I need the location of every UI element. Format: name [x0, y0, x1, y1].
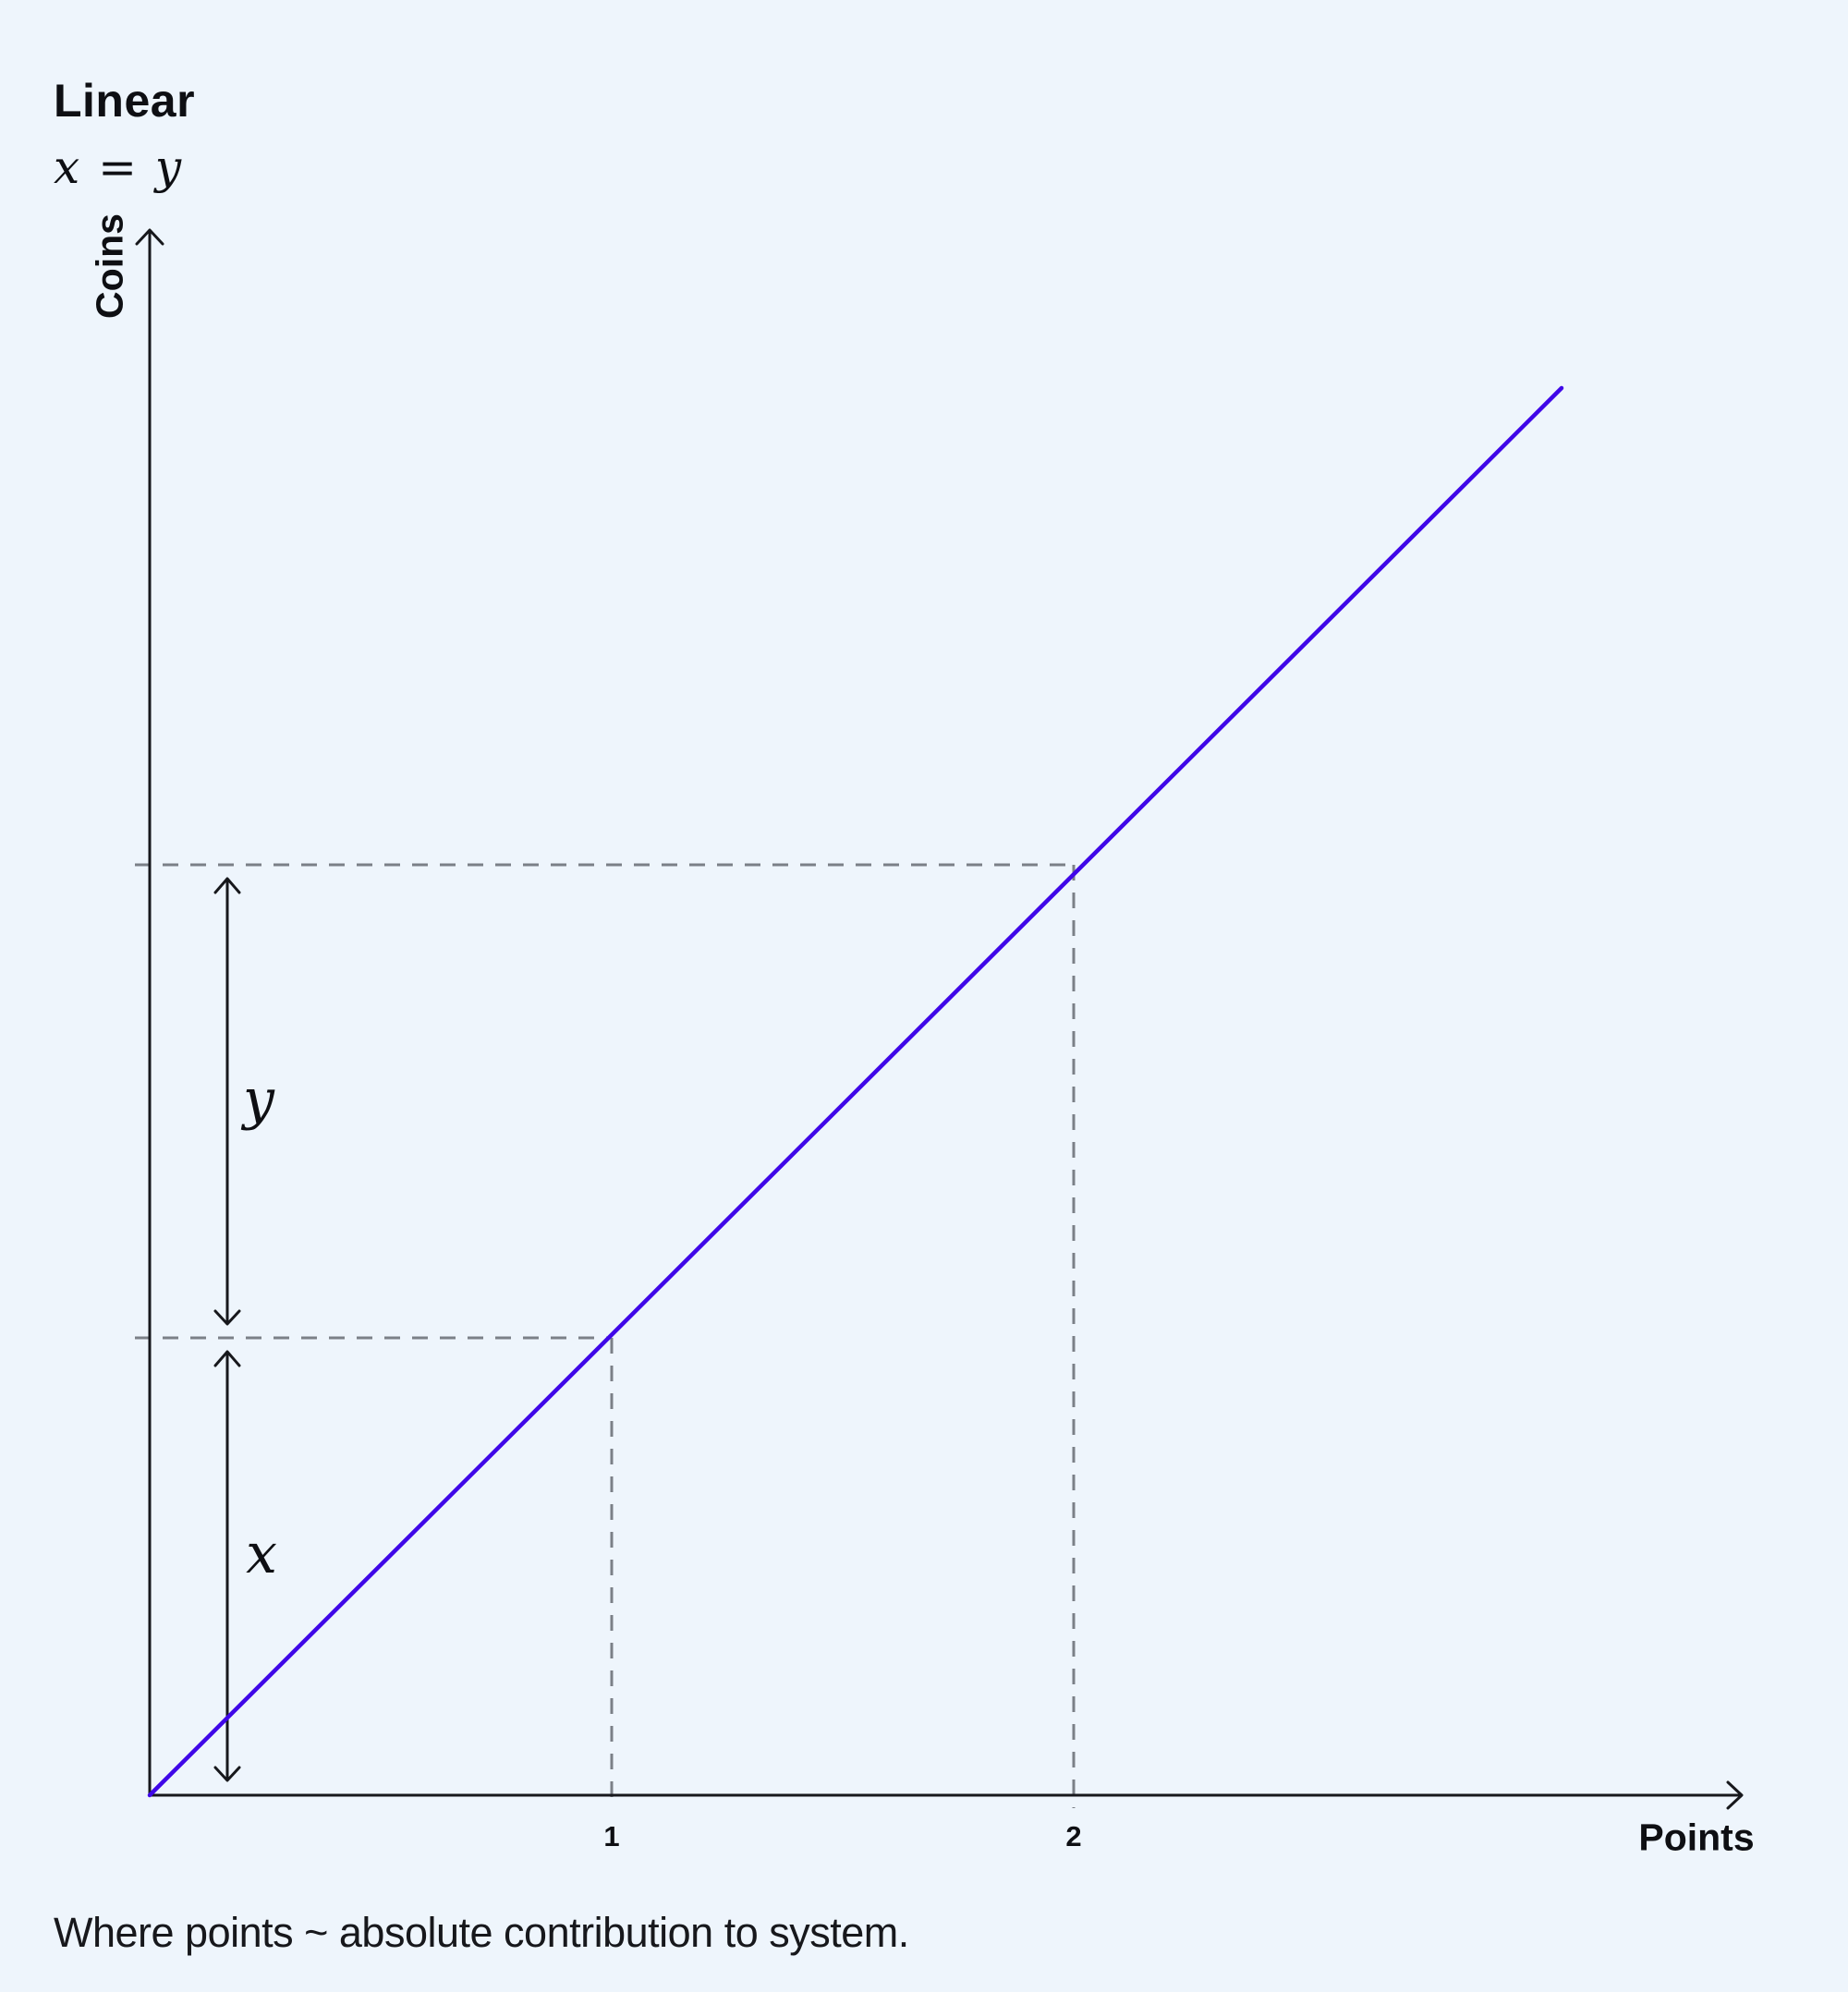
x-gap-arrow-bottom-head-icon — [213, 1766, 241, 1782]
dashed-guides — [135, 863, 1076, 1808]
y-axis-label: Coins — [88, 213, 131, 319]
page-title: Linear — [54, 75, 196, 127]
measure-arrows — [213, 877, 241, 1782]
y-axis-arrowhead-icon — [135, 228, 164, 246]
x-axis-arrowhead-icon — [1726, 1780, 1744, 1810]
axes — [135, 228, 1744, 1810]
x-gap-label: x — [246, 1522, 277, 1586]
x-gap-arrow-top-head-icon — [213, 1350, 241, 1367]
y-gap-arrow-top-head-icon — [213, 877, 241, 894]
y-gap-arrow-bottom-head-icon — [213, 1309, 241, 1326]
equation-subtitle: x = y — [54, 140, 184, 194]
footnote: Where points ~ absolute contribution to … — [54, 1909, 909, 1956]
function-line — [147, 385, 1564, 1798]
x-axis-label: Points — [1638, 1816, 1755, 1859]
x-tick-1: 1 — [603, 1820, 620, 1852]
y-gap-label: y — [243, 1067, 274, 1132]
x-tick-2: 2 — [1065, 1820, 1082, 1852]
